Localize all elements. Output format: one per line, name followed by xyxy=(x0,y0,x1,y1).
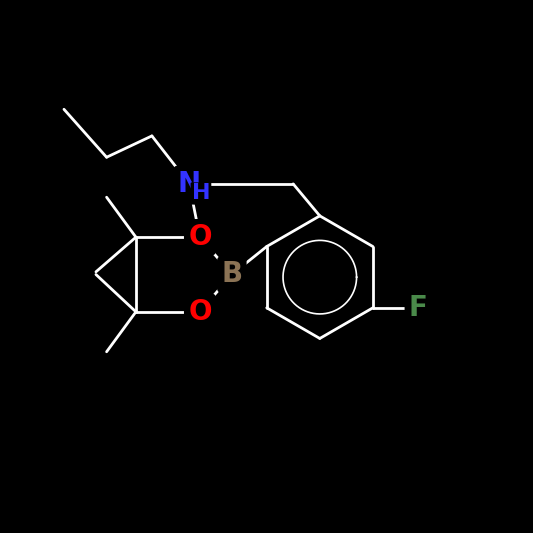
Text: O: O xyxy=(188,223,212,251)
Text: F: F xyxy=(409,294,427,322)
Text: H: H xyxy=(192,183,210,204)
Text: N: N xyxy=(177,170,201,198)
Text: O: O xyxy=(188,298,212,326)
Text: B: B xyxy=(221,261,243,288)
